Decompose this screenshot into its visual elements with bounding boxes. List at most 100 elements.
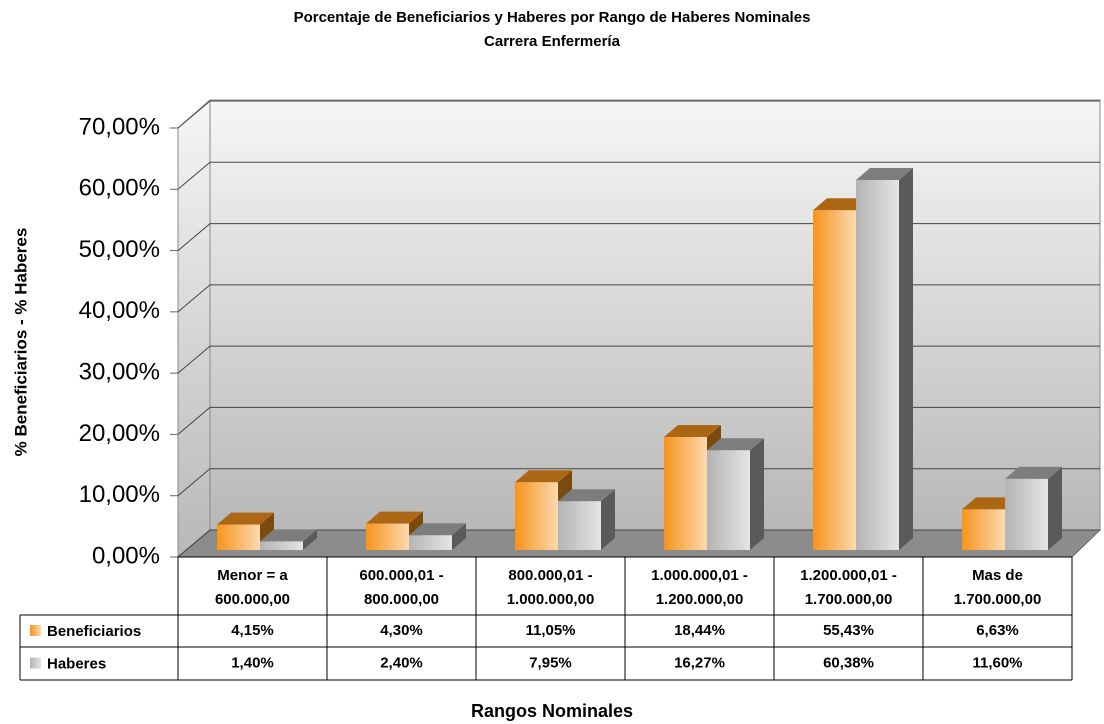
bar-top (813, 198, 870, 211)
table-value: 55,43% (823, 622, 874, 639)
table-value: 2,40% (380, 654, 423, 671)
bar-front-shine (856, 179, 899, 551)
bar-front-shine (409, 535, 452, 550)
grid-line (177, 345, 1100, 374)
x-tick-label: 1.700.000,00 (805, 591, 893, 608)
x-tick-label: 800.000,00 (364, 591, 439, 608)
bar-top-shade (515, 470, 572, 483)
x-tick-label: 1.000.000,00 (507, 591, 595, 608)
bars (217, 167, 1062, 551)
bar (409, 523, 466, 550)
bar-front-shine (515, 482, 558, 550)
chart-title: Porcentaje de Beneficiarios y Haberes po… (294, 9, 811, 26)
bar-front-shine (558, 501, 601, 550)
grid-line (177, 406, 1100, 435)
bar-side-shade (750, 438, 764, 550)
table-value: 11,60% (972, 654, 1022, 671)
bar (1005, 466, 1062, 550)
table-value: 1,40% (231, 654, 274, 671)
bar-top-shade (558, 489, 615, 502)
bar-top-shade (366, 511, 423, 524)
y-tick-label: 10,00% (79, 481, 160, 508)
side-wall (177, 98, 211, 559)
grid-line (177, 223, 1100, 251)
x-tick-label: 1.700.000,00 (954, 591, 1042, 608)
chart-subtitle: Carrera Enfermería (484, 33, 621, 50)
bar-top-shade (707, 438, 764, 451)
y-tick-label: 40,00% (79, 297, 160, 324)
bar (856, 167, 913, 551)
bar-front-shine (366, 523, 409, 550)
bar-top (409, 523, 466, 536)
bar-top-shade (217, 512, 274, 525)
bar-top-shade (962, 497, 1019, 510)
y-tick-label: 60,00% (79, 175, 160, 202)
grid-line (177, 529, 1100, 558)
legend-swatch-shine (30, 625, 41, 636)
table-value: 4,30% (380, 622, 423, 639)
bar-side-shade (899, 167, 913, 551)
x-tick-label: 800.000,01 - (508, 567, 592, 584)
x-tick-label: 1.200.000,00 (656, 591, 744, 608)
table-value: 16,27% (674, 654, 725, 671)
y-axis-label: % Beneficiarios - % Haberes (11, 228, 30, 457)
x-tick-label: 1.000.000,01 - (651, 567, 748, 584)
bar-front-shine (664, 436, 707, 550)
y-tick-label: 20,00% (79, 420, 160, 447)
table-value: 6,63% (976, 622, 1019, 639)
bar (707, 438, 764, 550)
legend-label: Haberes (47, 655, 106, 672)
bar-front-shine (813, 210, 856, 551)
table-value: 18,44% (674, 622, 725, 639)
bar-front-shine (707, 450, 750, 550)
x-axis-label: Rangos Nominales (471, 701, 633, 721)
bar-top-shade (856, 167, 913, 180)
bar-top-shade (664, 424, 721, 437)
y-tick-label: 0,00% (92, 542, 160, 569)
x-tick-label: 600.000,00 (215, 591, 290, 608)
grid-line (177, 284, 1100, 313)
table-value: 11,05% (525, 622, 575, 639)
y-tick-label: 70,00% (79, 113, 160, 140)
bar-top-shade (260, 529, 317, 542)
x-tick-label: Mas de (972, 567, 1023, 584)
table-value: 4,15% (231, 622, 274, 639)
table-value: 7,95% (529, 654, 572, 671)
y-tick-label: 30,00% (79, 358, 160, 385)
grid: 0,00% 10,00% 20,00% 30,00% 40,00% 50,00% 60,00… (79, 100, 1100, 569)
bar-top (217, 512, 274, 525)
bar-top-shade (813, 198, 870, 211)
grid-line (177, 161, 1100, 190)
back-wall (209, 99, 1101, 531)
bar-top (962, 497, 1019, 510)
legend-swatch-shine (30, 657, 41, 669)
x-tick-label: 600.000,01 - (359, 567, 443, 584)
bar-top (515, 470, 572, 483)
bar-front-shine (1005, 478, 1048, 550)
bar-front-shine (962, 509, 1005, 550)
bar (558, 489, 615, 550)
bar-side-shade (1048, 466, 1062, 550)
grid-line (177, 100, 1100, 129)
bar-side-shade (303, 529, 317, 550)
bar-top (707, 438, 764, 451)
bar-front-shine (217, 524, 260, 550)
y-tick-label: 50,00% (79, 236, 160, 263)
bar-top (856, 167, 913, 180)
bar-side-shade (452, 523, 466, 550)
bar (260, 529, 317, 550)
table-value: 60,38% (823, 654, 874, 671)
bar-top (558, 489, 615, 502)
bar-top (664, 424, 721, 437)
bar-top-shade (1005, 466, 1062, 479)
legend-label: Beneficiarios (47, 623, 141, 640)
grid-line (177, 468, 1100, 497)
bar-top (1005, 466, 1062, 479)
bar-side-shade (601, 489, 615, 550)
x-tick-label: Menor = a (217, 567, 288, 584)
bar-top (366, 511, 423, 524)
data-table: Menor = a 600.000,00 600.000,01 - 800.000,0… (19, 556, 1073, 681)
x-tick-label: 1.200.000,01 - (800, 567, 897, 584)
bar-top (260, 529, 317, 542)
